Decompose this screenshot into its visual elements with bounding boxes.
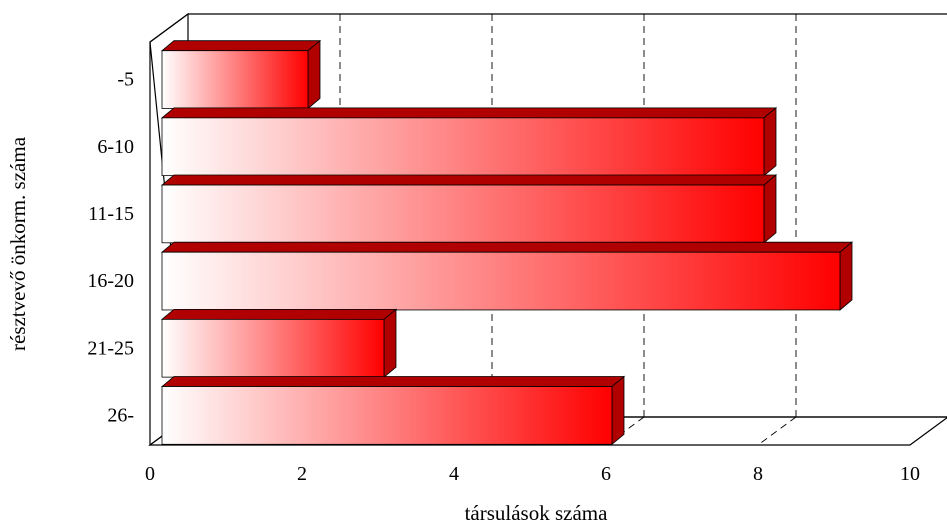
gridline-floor (757, 416, 797, 446)
bar-front (161, 117, 765, 177)
category-label: -5 (117, 69, 134, 91)
bar-side (611, 375, 625, 446)
category-labels: -5 6-10 11-15 16-20 21-25 26- (87, 69, 134, 427)
x-tick-label: 2 (297, 463, 307, 485)
bar (160, 107, 778, 177)
bar-top (160, 40, 322, 52)
bar-side (763, 174, 777, 244)
x-tick-label: 10 (900, 463, 920, 485)
y-axis-title: résztvevő önkorm. száma (6, 136, 30, 351)
bar-top (160, 376, 626, 387)
x-tick-label: 6 (601, 463, 611, 485)
bars (160, 39, 854, 446)
category-label: 21-25 (87, 337, 134, 359)
bar-side (839, 241, 853, 311)
bar-front (161, 251, 841, 311)
category-label: 6-10 (97, 136, 134, 158)
bar-front (161, 318, 385, 378)
x-tick-label: 0 (145, 463, 155, 485)
x-tick-labels: 0 2 4 6 8 10 (145, 463, 920, 485)
bar-front (161, 386, 613, 445)
x-tick-label: 4 (449, 463, 459, 485)
bar-side (763, 107, 777, 177)
bar (160, 174, 778, 244)
bar-top (160, 241, 854, 253)
bar-side (307, 39, 321, 110)
bar (160, 375, 626, 446)
bar-front (161, 50, 309, 109)
category-label: 11-15 (88, 203, 134, 225)
bar (160, 241, 854, 311)
category-label: 16-20 (87, 270, 134, 292)
bar-top (160, 174, 778, 186)
x-tick-label: 8 (753, 463, 763, 485)
bar (160, 39, 322, 110)
bar-top (160, 107, 778, 119)
bar-front (161, 184, 765, 244)
bar (160, 308, 398, 378)
bar-side (383, 308, 397, 378)
bar-top (160, 308, 398, 320)
x-axis-title: társulások száma (465, 501, 609, 525)
category-label: 26- (107, 404, 134, 426)
